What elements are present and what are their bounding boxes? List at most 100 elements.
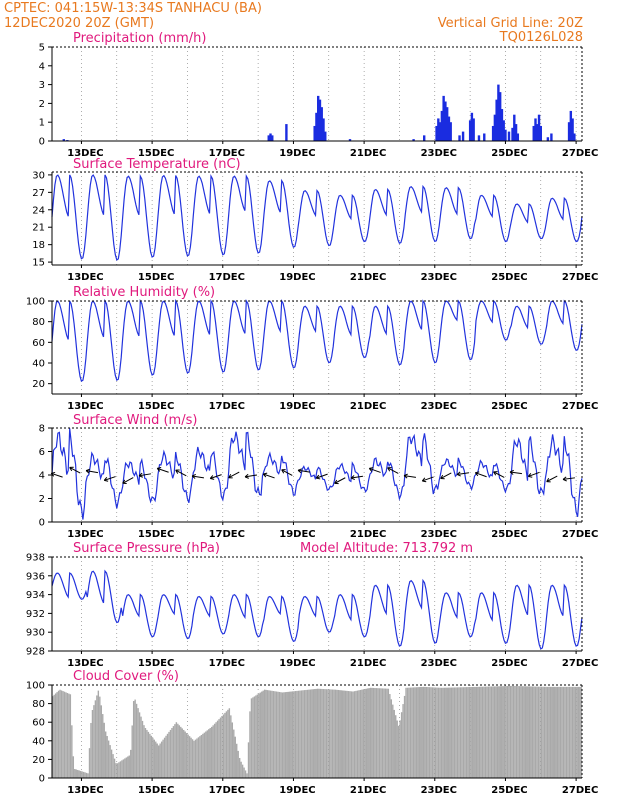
cloud-bar <box>509 685 512 778</box>
wind-arrow-head <box>262 472 268 478</box>
x-tick-label: 21DEC <box>350 272 386 283</box>
y-tick-label: 100 <box>26 681 45 692</box>
wind-arrow-head <box>546 477 551 483</box>
cloud-bar <box>361 689 363 778</box>
cloud-bar <box>221 716 223 778</box>
y-tick-label: 100 <box>26 297 45 308</box>
cloud-bar <box>306 689 309 778</box>
precip-bar <box>537 114 541 141</box>
cloud-bar <box>116 763 119 778</box>
cloud-bar <box>511 685 513 778</box>
x-tick-label: 15DEC <box>138 272 174 283</box>
cloud-bar <box>417 687 419 778</box>
y-tick-label: 15 <box>32 258 45 269</box>
panel-4: Surface Pressure (hPa) Model Altitude: 71… <box>26 541 598 669</box>
cloud-bar <box>160 741 163 778</box>
panel-title: Relative Humidity (%) <box>73 285 215 300</box>
cloud-bar <box>168 731 170 778</box>
cloud-bar <box>408 687 410 778</box>
wind-arrow <box>51 472 63 478</box>
cloud-bar <box>244 770 247 778</box>
precip-bar <box>285 124 288 141</box>
cloud-bar <box>122 759 125 778</box>
cloud-bar <box>321 688 323 778</box>
cloud-bar <box>183 729 185 778</box>
cloud-bar <box>196 738 198 778</box>
x-tick-label: 27DEC <box>562 272 598 283</box>
cloud-bar <box>107 740 110 778</box>
cloud-bar <box>549 686 552 778</box>
cloud-bar <box>125 757 128 778</box>
cloud-bar <box>395 715 397 778</box>
cloud-bar <box>132 701 135 778</box>
y-tick-label: 80 <box>32 699 45 710</box>
cloud-bar <box>57 690 60 778</box>
cloud-bar <box>60 690 63 778</box>
cloud-bar <box>308 689 310 778</box>
wind-arrow <box>403 475 417 478</box>
cloud-bar <box>256 694 259 778</box>
precip-bar <box>532 125 535 141</box>
cloud-bar <box>442 687 444 778</box>
y-tick-label: 4 <box>39 471 45 482</box>
cloud-bar <box>297 690 300 778</box>
cloud-bar <box>512 685 515 778</box>
cloud-bar <box>159 743 161 778</box>
precip-bar <box>317 95 320 141</box>
cloud-bar <box>156 743 158 778</box>
wind-arrow-head <box>122 479 127 484</box>
cloud-bar <box>433 687 435 778</box>
cloud-bar <box>247 742 250 778</box>
x-tick-label: 13DEC <box>67 529 103 540</box>
cloud-bar <box>476 686 478 778</box>
cloud-bar <box>53 694 55 778</box>
cloud-bar <box>290 691 292 778</box>
cloud-bar <box>225 711 228 778</box>
cloud-bar <box>440 687 443 778</box>
cloud-bar <box>471 686 473 778</box>
cloud-bar <box>570 686 572 778</box>
y-tick-label: 21 <box>32 223 45 234</box>
cloud-bar <box>300 690 303 778</box>
cloud-bar <box>462 687 465 778</box>
cloud-bar <box>287 691 289 778</box>
cloud-bar <box>281 692 284 778</box>
x-tick-label: 19DEC <box>279 529 315 540</box>
cloud-bar <box>261 691 263 778</box>
cloud-bar <box>213 723 216 778</box>
cloud-bar <box>371 687 373 778</box>
panel-2: Relative Humidity (%) 20 40 60 80 100 13DEC 15D… <box>26 285 598 412</box>
cloud-bar <box>358 690 360 778</box>
precip-bar <box>504 129 507 141</box>
precip-bar <box>315 112 318 141</box>
cloud-bar <box>143 725 145 778</box>
cloud-bar <box>555 686 557 778</box>
cloud-bar <box>185 733 188 778</box>
x-tick-label: 17DEC <box>209 658 245 669</box>
cloud-bar <box>526 686 528 778</box>
precip-bar <box>502 120 505 141</box>
cloud-bar <box>227 709 229 778</box>
cloud-bar <box>459 687 462 778</box>
cloud-bar <box>470 687 472 778</box>
y-tick-label: 40 <box>32 359 45 370</box>
cloud-bar <box>527 686 529 778</box>
cloud-bar <box>268 690 270 778</box>
cloud-bar <box>184 731 186 778</box>
cloud-bar <box>274 691 276 778</box>
cloud-bar <box>465 687 468 778</box>
panel-title: Cloud Cover (%) <box>73 669 179 684</box>
y-tick-label: 3 <box>39 80 45 91</box>
cloud-bar <box>240 761 242 778</box>
wind-arrow-head <box>175 469 180 474</box>
cloud-bar <box>344 690 347 778</box>
cloud-bar <box>93 705 95 778</box>
cloud-bar <box>284 692 287 778</box>
precip-bar <box>539 125 542 141</box>
cloud-bar <box>489 686 491 778</box>
cloud-bar <box>280 692 282 778</box>
y-tick-label: 1 <box>39 118 45 129</box>
cloud-bar <box>271 690 273 778</box>
y-tick-label: 0 <box>39 518 45 529</box>
cloud-bar <box>141 720 144 778</box>
